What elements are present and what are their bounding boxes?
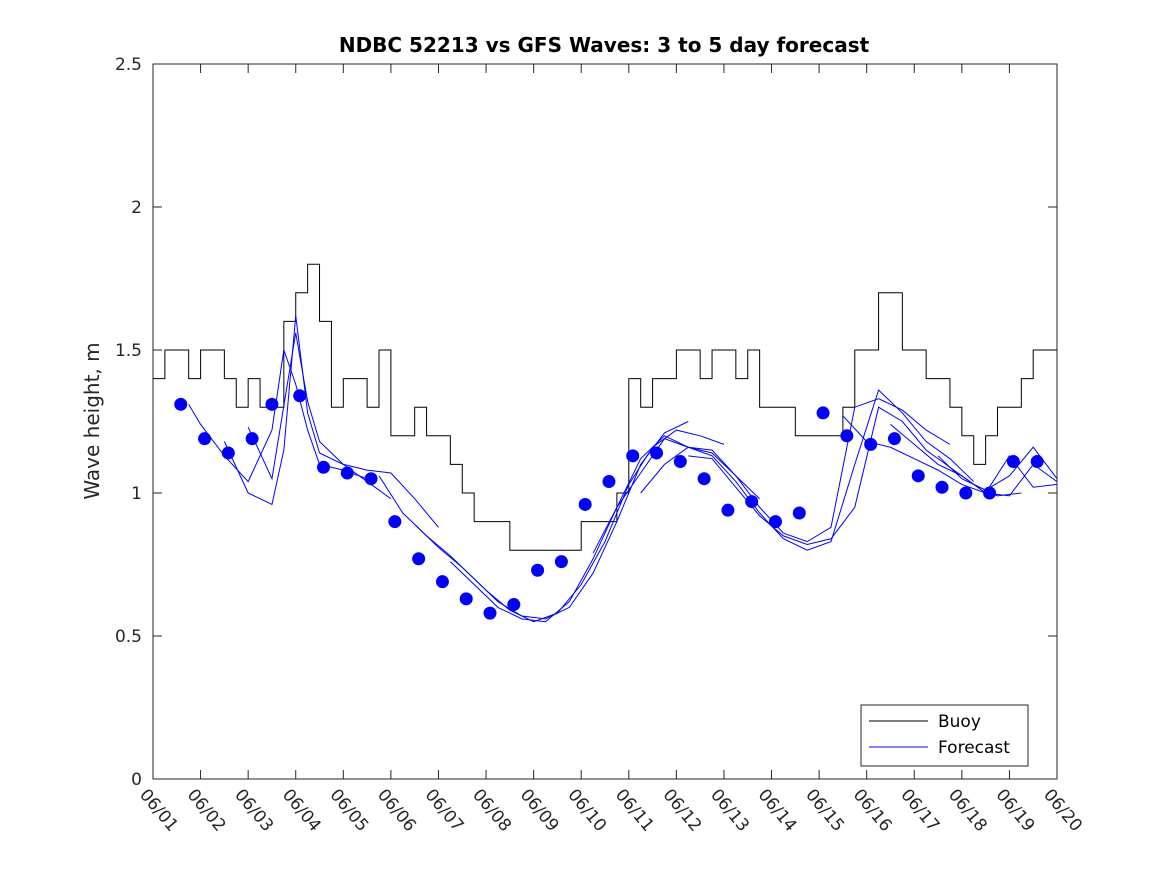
forecast-marker bbox=[531, 563, 545, 577]
forecast-marker bbox=[602, 475, 616, 489]
forecast-marker bbox=[697, 472, 711, 486]
forecast-marker bbox=[983, 486, 997, 500]
forecast-marker bbox=[673, 455, 687, 469]
forecast-marker bbox=[959, 486, 973, 500]
y-tick-label: 2 bbox=[131, 198, 142, 218]
forecast-marker bbox=[887, 432, 901, 446]
forecast-marker bbox=[174, 397, 188, 411]
forecast-marker bbox=[1006, 455, 1020, 469]
chart-title: NDBC 52213 vs GFS Waves: 3 to 5 day fore… bbox=[339, 33, 870, 57]
forecast-line-5 bbox=[414, 429, 725, 623]
forecast-marker bbox=[221, 446, 235, 460]
forecast-line-8 bbox=[640, 389, 975, 551]
forecast-marker bbox=[364, 472, 378, 486]
forecast-marker bbox=[293, 389, 307, 403]
forecast-marker bbox=[768, 515, 782, 529]
y-tick-label: 1 bbox=[131, 484, 142, 504]
forecast-marker bbox=[340, 466, 354, 480]
y-axis-label: Wave height, m bbox=[80, 342, 104, 499]
axes-frame bbox=[152, 63, 1058, 780]
forecast-marker bbox=[483, 606, 497, 620]
forecast-line-12 bbox=[937, 446, 1057, 491]
forecast-marker bbox=[507, 598, 521, 612]
y-tick-label: 2.5 bbox=[115, 55, 142, 75]
forecast-marker bbox=[554, 555, 568, 569]
legend-forecast-label: Forecast bbox=[938, 738, 1010, 758]
forecast-marker bbox=[792, 506, 806, 520]
forecast-marker bbox=[578, 497, 592, 511]
forecast-marker bbox=[459, 592, 473, 606]
forecast-marker bbox=[316, 460, 330, 474]
forecast-marker bbox=[650, 446, 664, 460]
forecast-marker bbox=[911, 469, 925, 483]
forecast-marker bbox=[626, 449, 640, 463]
forecast-line-6 bbox=[450, 438, 760, 623]
legend: Buoy Forecast bbox=[860, 704, 1029, 767]
legend-buoy-label: Buoy bbox=[938, 712, 981, 732]
forecast-marker bbox=[935, 480, 949, 494]
forecast-line-10 bbox=[842, 415, 1057, 497]
forecast-marker bbox=[1030, 455, 1044, 469]
y-tick-label: 1.5 bbox=[115, 341, 142, 361]
forecast-marker bbox=[840, 429, 854, 443]
forecast-marker bbox=[721, 503, 735, 517]
forecast-marker bbox=[864, 437, 878, 451]
legend-box bbox=[860, 704, 1029, 767]
forecast-marker bbox=[745, 495, 759, 509]
forecast-marker bbox=[412, 552, 426, 566]
y-tick-label: 0.5 bbox=[115, 627, 142, 647]
forecast-marker bbox=[388, 515, 402, 529]
forecast-marker bbox=[435, 575, 449, 589]
forecast-marker bbox=[816, 406, 830, 420]
forecast-marker bbox=[265, 397, 279, 411]
buoy-line bbox=[153, 263, 1057, 551]
forecast-marker bbox=[245, 432, 259, 446]
forecast-marker bbox=[198, 432, 212, 446]
y-tick-label: 0 bbox=[131, 770, 142, 790]
forecast-line-3 bbox=[247, 332, 439, 528]
